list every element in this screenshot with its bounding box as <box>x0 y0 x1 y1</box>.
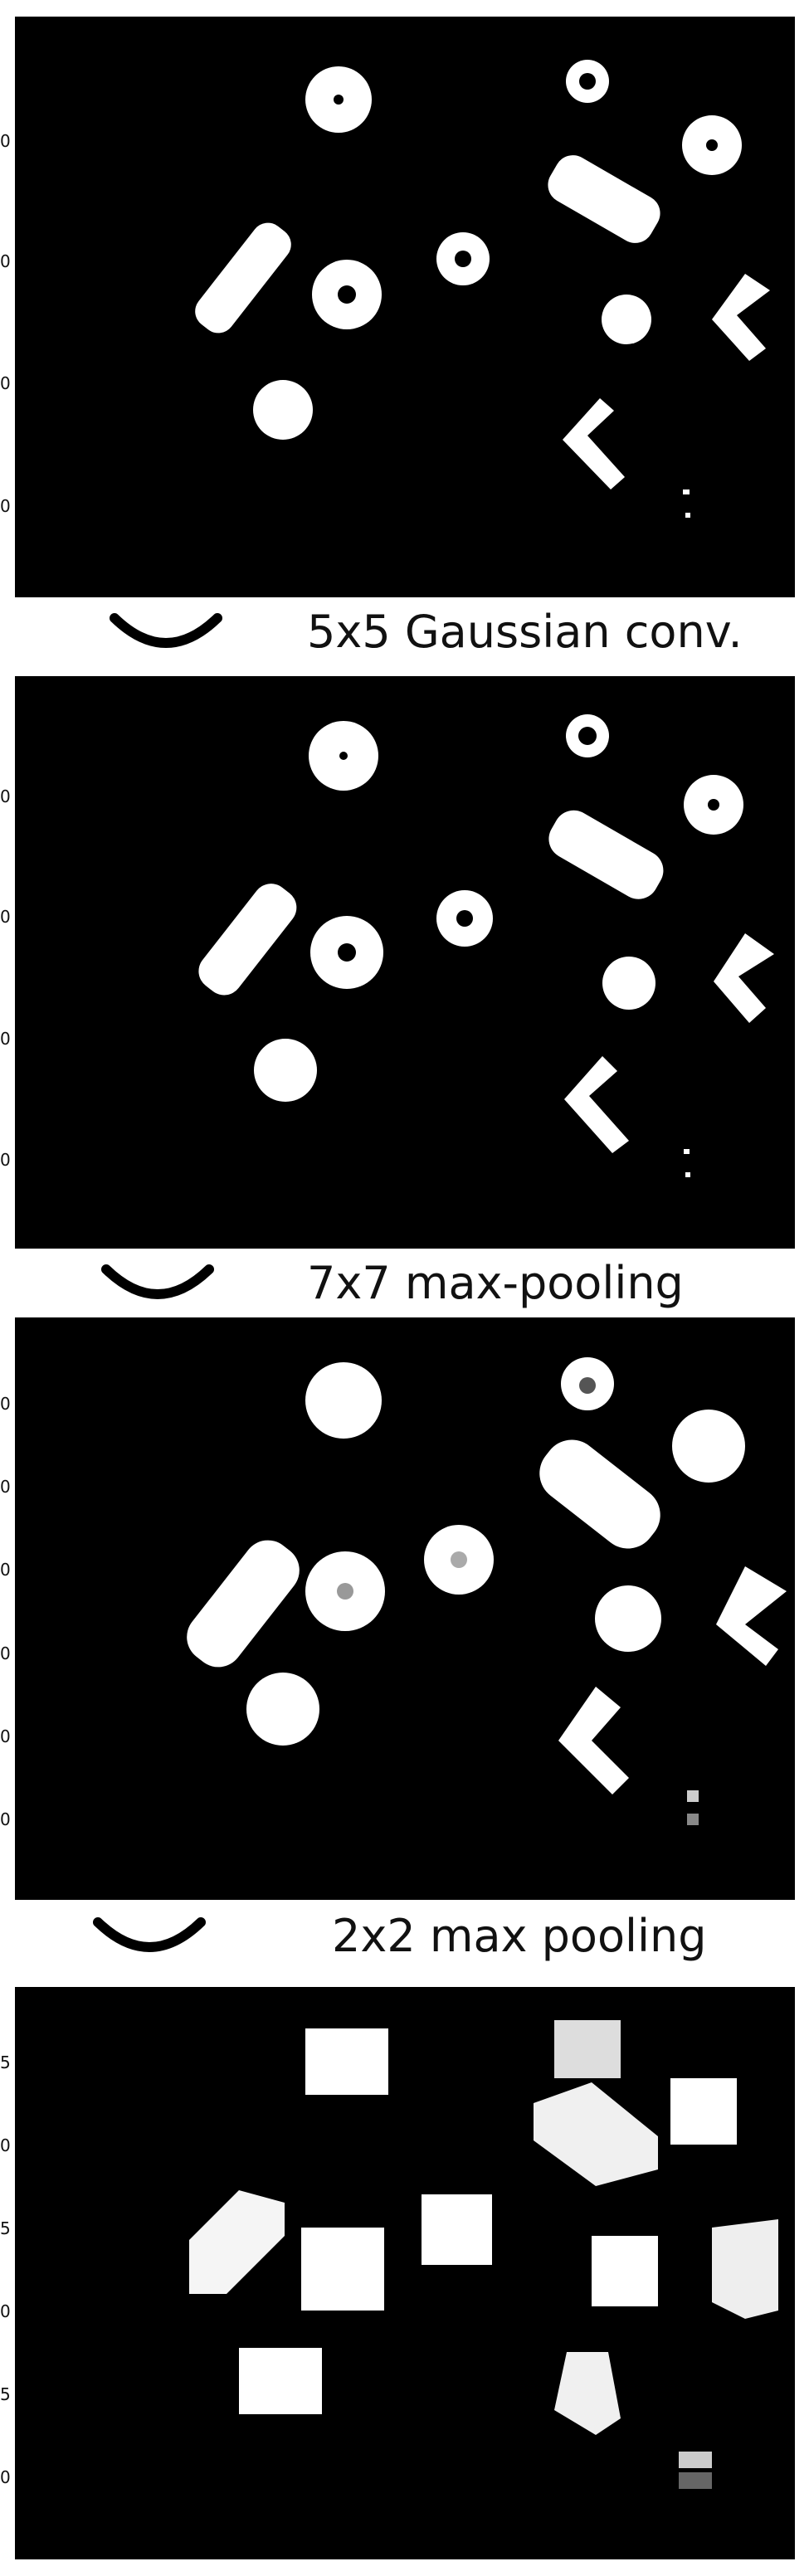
y-tick-fragment: 0 <box>0 1726 11 1746</box>
processing-step-3: 2x2 max pooling <box>0 1904 809 1979</box>
y-tick-fragment: 0 <box>0 1560 11 1580</box>
y-tick-fragment: 0 <box>0 2467 11 2487</box>
y-tick-fragment: 0 <box>0 1394 11 1414</box>
processing-step-1: 5x5 Gaussian conv. <box>0 601 809 676</box>
pooled-image-4 <box>15 1987 795 2559</box>
y-tick-fragment: 0 <box>0 251 11 271</box>
y-tick-fragment: 0 <box>0 373 11 393</box>
y-tick-fragment: 0 <box>0 907 11 927</box>
y-tick-fragment: 0 <box>0 131 11 151</box>
y-tick-fragment: 0 <box>0 496 11 516</box>
step-label: 5x5 Gaussian conv. <box>307 606 743 658</box>
y-tick-fragment: 0 <box>0 1477 11 1497</box>
image-panel-1 <box>15 17 795 597</box>
pooled-image-3 <box>15 1317 795 1900</box>
step-label: 7x7 max-pooling <box>307 1257 684 1309</box>
image-panel-2 <box>15 676 795 1249</box>
y-tick-fragment: 5 <box>0 2218 11 2238</box>
y-tick-fragment: 5 <box>0 2384 11 2404</box>
binary-image-2 <box>15 676 795 1249</box>
chevron-down-icon <box>101 1264 214 1299</box>
chevron-down-icon <box>110 613 222 648</box>
chevron-down-icon <box>93 1917 206 1952</box>
binary-image-1 <box>15 17 795 597</box>
y-tick-fragment: 5 <box>0 2053 11 2072</box>
y-tick-fragment: 0 <box>0 1643 11 1663</box>
image-panel-3 <box>15 1317 795 1900</box>
processing-step-2: 7x7 max-pooling <box>0 1251 809 1326</box>
y-tick-fragment: 0 <box>0 786 11 806</box>
y-tick-fragment: 0 <box>0 2135 11 2155</box>
y-tick-fragment: 0 <box>0 1809 11 1829</box>
y-tick-fragment: 0 <box>0 2301 11 2321</box>
image-panel-4 <box>15 1987 795 2559</box>
y-tick-fragment: 0 <box>0 1150 11 1170</box>
step-label: 2x2 max pooling <box>332 1910 707 1962</box>
y-tick-fragment: 0 <box>0 1029 11 1049</box>
